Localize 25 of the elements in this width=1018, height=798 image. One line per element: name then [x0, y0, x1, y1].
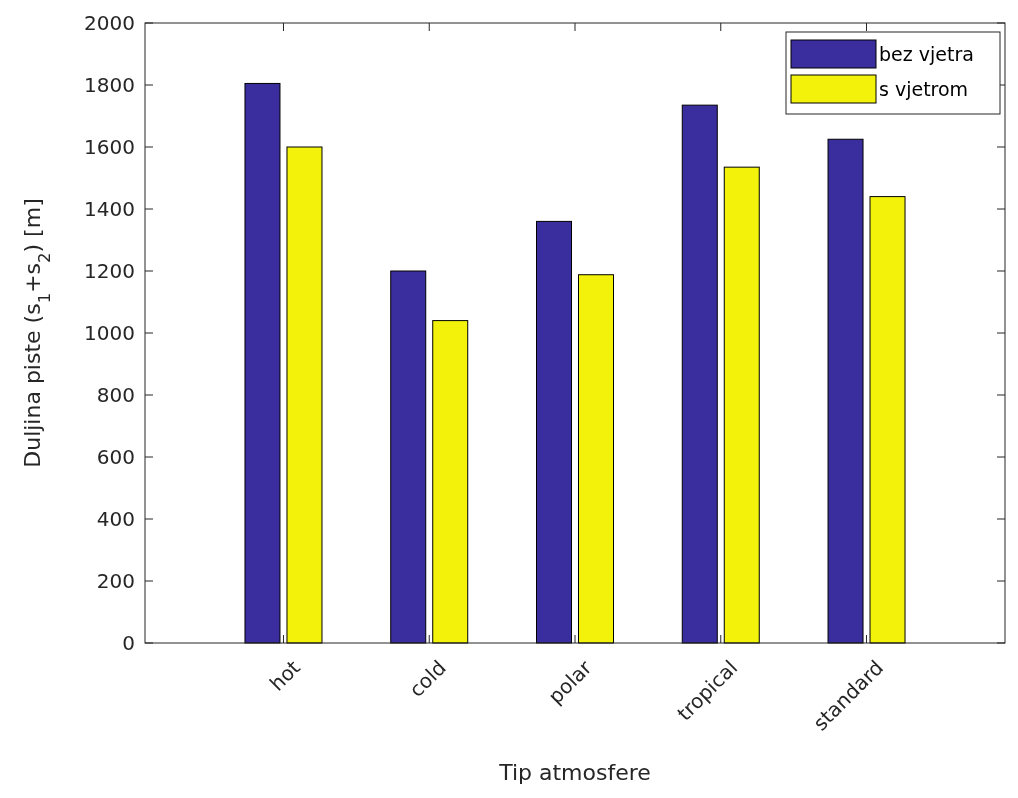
y-tick-label: 1000 — [84, 321, 135, 345]
bar — [681, 104, 718, 644]
bar — [432, 320, 469, 644]
bar — [578, 274, 614, 644]
y-tick-label: 200 — [96, 569, 135, 593]
bar — [390, 270, 427, 644]
y-tick-label: 1200 — [84, 259, 135, 283]
y-tick-label: 800 — [96, 383, 135, 407]
bar — [827, 138, 864, 644]
y-tick-label: 1400 — [84, 197, 135, 221]
legend-label: s vjetrom — [879, 77, 969, 100]
y-tick-label: 400 — [96, 507, 135, 531]
y-tick-label: 600 — [96, 445, 135, 469]
bar — [723, 166, 760, 644]
bar — [536, 220, 572, 644]
bar — [244, 82, 281, 644]
y-tick-label: 0 — [122, 631, 135, 655]
bar — [286, 146, 323, 644]
y-tick-label: 2000 — [84, 11, 135, 35]
y-tick-label: 1600 — [84, 135, 135, 159]
bar — [869, 196, 906, 644]
legend-label: bez vjetra — [879, 42, 974, 65]
x-tick-label: hot — [264, 655, 306, 696]
y-tick-label: 1800 — [84, 73, 135, 97]
x-axis-title: Tip atmosfere — [498, 760, 651, 785]
